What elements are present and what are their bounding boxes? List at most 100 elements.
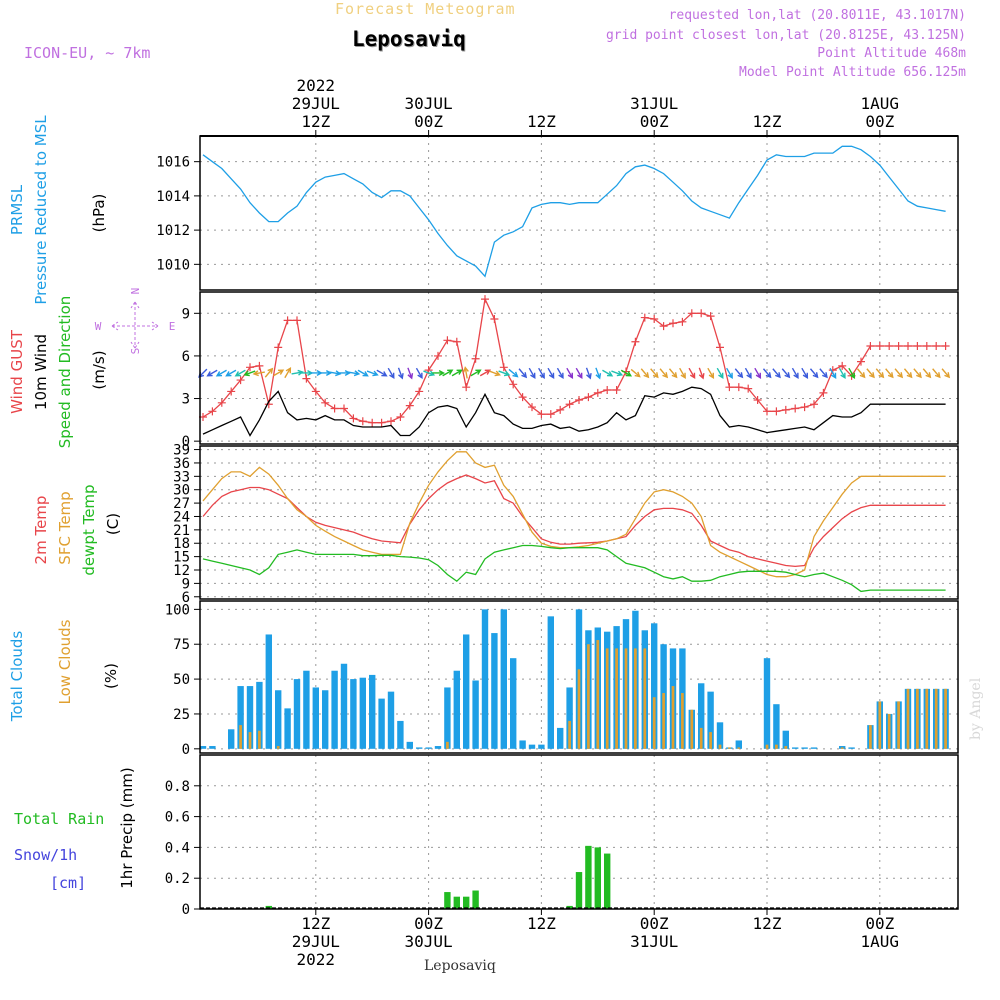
bar-low-clouds <box>906 688 910 749</box>
gust-marker <box>781 405 790 414</box>
wind-arrow <box>668 368 678 379</box>
panel-frame <box>199 135 959 291</box>
gust-marker <box>227 387 236 396</box>
wind-arrow <box>397 367 404 380</box>
bar-total-clouds <box>378 698 385 749</box>
bottom-time-label: 12Z <box>301 914 330 933</box>
gust-marker <box>443 336 452 345</box>
bar-low-clouds <box>944 688 947 749</box>
wind-arrow <box>291 369 304 376</box>
y-tick-label: 21 <box>173 523 190 539</box>
panel-frame <box>199 600 959 754</box>
bar-total-clouds <box>387 691 395 749</box>
gust-marker <box>340 404 348 413</box>
top-time-label: 1AUG <box>861 94 900 113</box>
bar-total-clouds <box>472 680 479 749</box>
wind-arrow <box>640 368 650 379</box>
header-title-top: Forecast Meteogram <box>335 0 516 18</box>
bar-total-clouds <box>481 609 489 749</box>
wind-arrow <box>611 370 624 377</box>
bar-total-rain <box>444 892 451 909</box>
gust-marker <box>763 407 771 416</box>
bar-low-clouds <box>615 648 618 749</box>
panel-frame <box>199 291 959 445</box>
bar-total-rain <box>604 853 611 909</box>
gust-marker <box>885 341 894 350</box>
gust-marker <box>368 418 377 427</box>
bar-total-clouds <box>237 686 244 749</box>
gust-marker <box>659 322 668 331</box>
compass-arrows <box>111 301 159 349</box>
gust-marker <box>697 309 706 318</box>
bar-total-clouds <box>557 727 564 749</box>
label-pressure-msl: Pressure Reduced to MSL <box>32 115 50 305</box>
bar-total-rain <box>575 872 583 909</box>
y-tick-label: 9 <box>182 576 190 592</box>
bar-low-clouds <box>239 725 242 749</box>
compass-icon: W E N S <box>95 288 176 355</box>
gust-marker <box>725 383 734 392</box>
y-tick-label: 1014 <box>156 189 190 205</box>
wind-arrow <box>319 369 333 376</box>
panel-frame <box>199 754 959 910</box>
compass-letter: E <box>169 320 176 333</box>
wind-arrow <box>462 366 469 379</box>
wind-arrow <box>387 367 395 379</box>
bar-low-clouds <box>728 747 731 749</box>
bar-total-clouds <box>209 746 216 749</box>
wind-arrow <box>432 369 445 376</box>
compass-letter: N <box>129 288 142 295</box>
wind-arrow <box>566 367 574 379</box>
bar-total-clouds <box>510 658 517 749</box>
panel-frame <box>199 445 959 600</box>
wind-arrow <box>838 367 846 379</box>
bar-total-clouds <box>293 679 301 749</box>
gust-marker <box>462 383 471 392</box>
wind-arrow <box>273 369 285 377</box>
y-tick-label: 0.6 <box>165 810 190 826</box>
bar-total-clouds <box>331 670 338 749</box>
y-tick-label: 36 <box>173 456 190 472</box>
bar-low-clouds <box>897 701 900 749</box>
wind-arrow <box>809 368 819 379</box>
bottom-time-label: 31JUL <box>630 932 678 951</box>
bar-low-clouds <box>784 746 788 749</box>
wind-arrow <box>556 367 564 379</box>
y-tick-label: 1010 <box>156 257 190 273</box>
gust-marker <box>913 341 922 350</box>
wind-arrow <box>688 367 696 379</box>
wind-arrow <box>913 368 922 379</box>
wind-arrow <box>243 370 256 377</box>
gust-marker <box>565 400 574 409</box>
bar-low-clouds <box>690 709 694 749</box>
bar-total-clouds <box>369 674 376 749</box>
y-tick-label: 18 <box>173 536 190 552</box>
gust-marker <box>217 398 226 407</box>
wind-arrow <box>442 369 454 377</box>
bar-low-clouds <box>634 648 637 749</box>
wind-arrow <box>903 368 913 379</box>
gust-marker <box>857 357 865 366</box>
gust-marker <box>593 388 602 397</box>
bar-total-clouds <box>444 687 451 749</box>
bar-total-clouds <box>303 670 310 749</box>
y-tick-label: 6 <box>182 349 190 365</box>
bar-total-clouds <box>322 690 329 749</box>
wind-arrow <box>744 367 752 379</box>
label-total-clouds: Total Clouds <box>8 631 26 723</box>
gust-marker <box>875 341 884 350</box>
gust-marker <box>932 341 941 350</box>
wind-arrow <box>856 368 866 379</box>
y-tick-label: 25 <box>173 707 190 723</box>
wind-arrow <box>528 367 536 379</box>
panel-pressure: 1010 1012 1014 1016 <box>156 135 959 291</box>
requested-coords: requested lon,lat (20.8011E, 43.1017N) <box>668 8 966 23</box>
label-speed-direction: Speed and Direction <box>56 296 74 449</box>
panel-precip: 0 0.2 0.4 0.6 0.8 <box>165 754 959 918</box>
label-precip-mm: 1hr Precip (mm) <box>118 767 136 888</box>
gust-marker <box>509 380 518 389</box>
y-tick-label: 30 <box>173 483 190 499</box>
top-time-label: 00Z <box>414 112 443 131</box>
bar-low-clouds <box>887 713 891 749</box>
top-time-label: 30JUL <box>405 94 453 113</box>
